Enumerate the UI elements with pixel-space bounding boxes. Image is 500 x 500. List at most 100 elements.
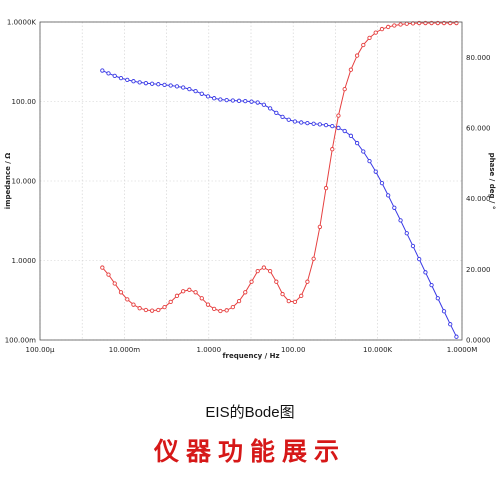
impedance-data-point — [131, 79, 136, 84]
impedance-data-point — [398, 218, 403, 223]
impedance-data-point — [174, 84, 180, 89]
y-tick-label: 1.0000 — [12, 257, 37, 265]
phase-data-point — [367, 35, 372, 41]
phase-data-point — [131, 302, 136, 307]
x-tick-label: 100.00µ — [26, 346, 55, 354]
phase-data-point — [317, 224, 322, 230]
impedance-data-point — [417, 256, 422, 262]
impedance-data-point — [187, 87, 192, 92]
impedance-data-point — [323, 122, 329, 128]
impedance-data-point — [205, 94, 211, 99]
x-tick-label: 10.000m — [109, 346, 140, 354]
phase-data-point — [311, 256, 316, 261]
impedance-data-point — [255, 100, 260, 105]
impedance-data-point — [435, 296, 440, 301]
phase-data-point — [149, 308, 155, 313]
x-tick-label: 1.0000 — [197, 346, 222, 354]
phase-data-point — [193, 290, 198, 295]
y2-tick-label: 40.000 — [466, 195, 491, 203]
impedance-data-point — [230, 98, 235, 103]
phase-data-point — [236, 298, 242, 304]
phase-data-point — [112, 281, 117, 286]
impedance-data-point — [392, 205, 397, 210]
impedance-data-point — [330, 123, 335, 129]
y2-tick-label: 20.000 — [466, 266, 491, 274]
impedance-data-point — [193, 88, 198, 94]
phase-data-point — [361, 42, 366, 48]
phase-data-point — [286, 298, 291, 304]
phase-data-point — [330, 147, 335, 152]
impedance-data-point — [454, 334, 459, 339]
phase-data-point — [224, 308, 229, 313]
y-axis-label: impedance / Ω — [4, 153, 12, 209]
phase-data-point — [137, 306, 142, 311]
impedance-data-point — [367, 158, 372, 164]
phase-data-point — [243, 290, 248, 295]
y-tick-label: 1.0000K — [7, 19, 36, 27]
impedance-data-point — [199, 91, 204, 96]
impedance-data-point — [106, 71, 111, 76]
x-tick-labels: 100.00µ 10.000m 1.0000 100.00 10.000K 1.0000M — [26, 346, 478, 354]
phase-data-point — [348, 67, 354, 72]
chart-subtitle: EIS的Bode图 — [205, 404, 295, 421]
impedance-data-point — [280, 114, 285, 120]
impedance-data-point — [218, 97, 223, 102]
impedance-data-point — [342, 128, 347, 134]
phase-data-point — [199, 296, 204, 301]
series-layer — [100, 20, 459, 339]
impedance-data-point — [299, 120, 304, 125]
phase-data-point — [292, 299, 298, 304]
phase-data-point — [212, 306, 217, 312]
y-tick-label: 100.00m — [5, 337, 36, 345]
phase-data-point — [125, 297, 130, 302]
phase-data-point — [299, 293, 304, 298]
phase-data-point — [218, 308, 223, 314]
banner-title: 仪器功能展示 — [153, 438, 346, 466]
impedance-data-point — [429, 282, 434, 288]
phase-data-point — [118, 290, 124, 295]
phase-data-point — [143, 307, 149, 313]
impedance-data-point — [404, 231, 409, 236]
phase-data-point — [398, 22, 403, 27]
impedance-data-point — [373, 169, 378, 174]
impedance-data-point — [386, 193, 391, 198]
impedance-data-point — [212, 96, 217, 101]
phase-data-point — [230, 304, 235, 310]
y2-tick-labels: 0.0000 20.000 40.000 60.000 80.000 — [466, 54, 491, 345]
phase-data-point — [156, 307, 161, 313]
y2-tick-label: 0.0000 — [466, 337, 491, 345]
y-tick-labels: 100.00m 1.0000 10.000 100.00 1.0000K — [5, 19, 37, 345]
impedance-data-point — [410, 243, 416, 249]
phase-data-point — [342, 86, 347, 92]
impedance-data-point — [118, 75, 124, 81]
phase-data-point — [323, 185, 329, 191]
y2-tick-label: 80.000 — [466, 54, 491, 62]
impedance-data-point — [236, 98, 242, 103]
impedance-data-point — [448, 322, 453, 327]
impedance-data-point — [243, 99, 248, 104]
x-tick-label: 100.00 — [281, 346, 306, 354]
impedance-data-point — [441, 309, 447, 314]
impedance-data-point — [181, 85, 186, 90]
impedance-data-point — [305, 120, 310, 126]
phase-data-point — [181, 289, 186, 294]
phase-data-point — [373, 30, 378, 35]
phase-data-point — [168, 299, 173, 304]
phase-data-point — [174, 293, 180, 298]
phase-data-point — [280, 291, 285, 297]
phase-data-point — [274, 279, 279, 284]
phase-data-point — [386, 24, 391, 30]
phase-series-line — [101, 22, 457, 312]
impedance-data-point — [125, 77, 130, 83]
impedance-data-point — [336, 125, 341, 131]
phase-data-point — [255, 268, 260, 274]
phase-data-point — [261, 265, 267, 270]
impedance-data-point — [149, 81, 155, 86]
impedance-series-line — [102, 70, 457, 337]
impedance-data-point — [423, 270, 428, 275]
impedance-data-point — [311, 121, 316, 126]
impedance-data-point — [261, 102, 267, 107]
impedance-data-point — [168, 83, 173, 88]
impedance-data-point — [354, 140, 360, 146]
impedance-data-point — [274, 110, 279, 115]
